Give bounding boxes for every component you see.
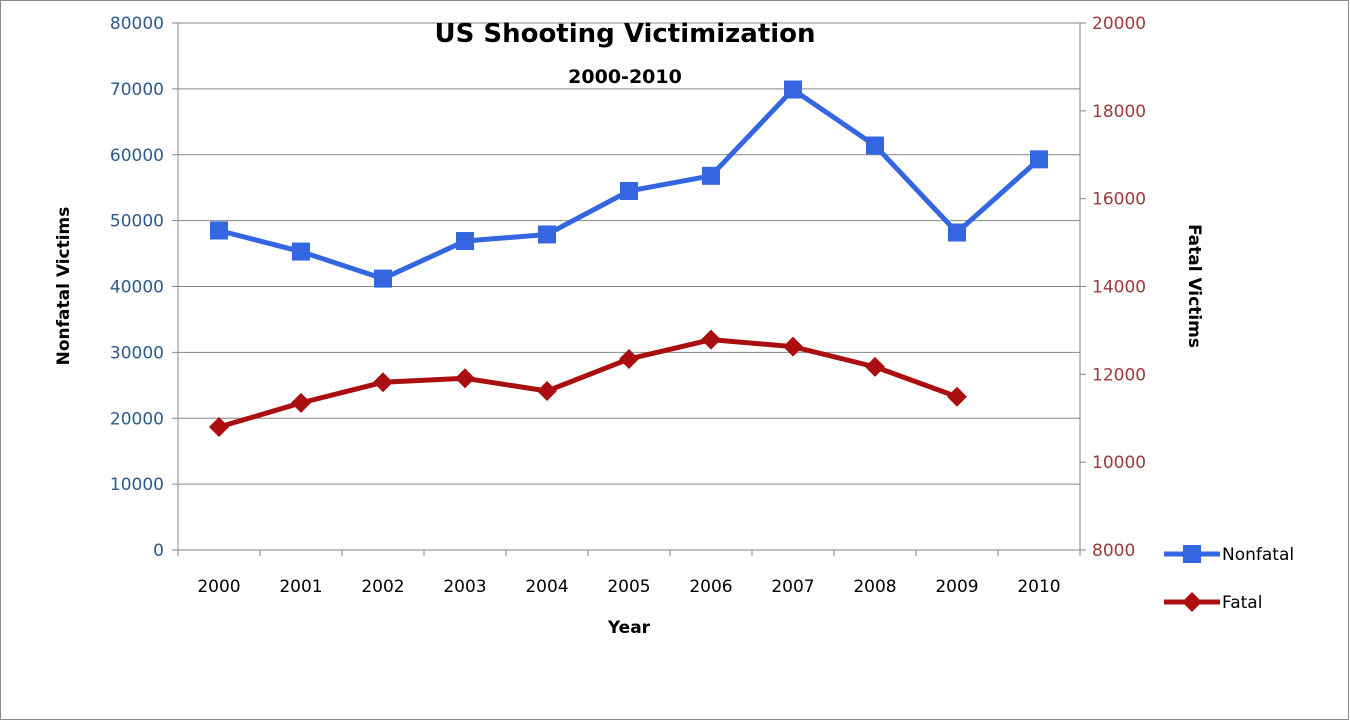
legend-marker-fatal [1182,592,1202,612]
x-tick-label: 2008 [853,577,896,597]
x-tick-label: 2007 [771,577,814,597]
y-tick-label-right: 10000 [1092,453,1146,473]
y-tick-label-left: 60000 [110,146,164,166]
x-tick-label: 2006 [689,577,732,597]
data-point-nonfatal [784,80,802,99]
y-tick-label-right: 14000 [1092,278,1146,298]
y-tick-label-left: 30000 [110,343,164,363]
data-point-fatal [291,392,311,413]
data-point-nonfatal [702,166,720,185]
y-tick-label-right: 18000 [1092,102,1146,122]
data-point-fatal [783,336,803,357]
data-point-fatal [865,356,885,377]
data-point-nonfatal [456,232,474,251]
y-tick-label-right: 20000 [1092,14,1146,34]
x-tick-label: 2003 [443,577,486,597]
data-point-fatal [701,329,721,350]
x-tick-label: 2001 [279,577,322,597]
data-point-fatal [373,372,393,393]
legend-marker-nonfatal [1183,545,1201,563]
axes: 0 10000 20000 30000 40000 50000 60000 70000 8000… [110,14,1146,597]
data-point-fatal [537,381,557,402]
series [209,80,1048,438]
y-tick-label-left: 40000 [110,278,164,298]
y-tick-label-left: 0 [153,541,164,561]
data-point-nonfatal [374,269,392,288]
y-tick-label-right: 12000 [1092,365,1146,385]
legend: Nonfatal Fatal [1164,545,1294,613]
y-tick-label-left: 20000 [110,409,164,429]
y-axis-title-left: Nonfatal Victims [54,207,74,366]
legend-label-fatal: Fatal [1222,593,1262,613]
chart-title: US Shooting Victimization [434,19,815,49]
chart-subtitle: 2000-2010 [568,66,682,88]
data-point-fatal [209,417,229,438]
y-tick-label-left: 80000 [110,14,164,34]
y-tick-label-left: 10000 [110,475,164,495]
x-axis-title: Year [607,618,651,638]
x-tick-label: 2000 [197,577,240,597]
data-point-fatal [947,386,967,407]
x-tick-label: 2010 [1017,577,1060,597]
y-axis-title-right: Fatal Victims [1184,224,1204,348]
data-point-nonfatal [866,136,884,155]
y-tick-label-left: 50000 [110,212,164,232]
x-tick-label: 2009 [935,577,978,597]
y-tick-label-right: 16000 [1092,190,1146,210]
x-tick-label: 2004 [525,577,568,597]
y-tick-label-right: 8000 [1092,541,1135,561]
data-point-fatal [455,368,475,389]
y-tick-label-left: 70000 [110,80,164,100]
data-point-nonfatal [620,181,638,200]
legend-label-nonfatal: Nonfatal [1222,545,1294,565]
data-point-fatal [619,348,639,369]
x-tick-label: 2002 [361,577,404,597]
data-point-nonfatal [292,242,310,261]
x-tick-label: 2005 [607,577,650,597]
data-point-nonfatal [948,223,966,242]
data-point-nonfatal [210,221,228,240]
data-point-nonfatal [1030,150,1048,169]
series-line-fatal [218,337,958,430]
data-point-nonfatal [538,225,556,244]
